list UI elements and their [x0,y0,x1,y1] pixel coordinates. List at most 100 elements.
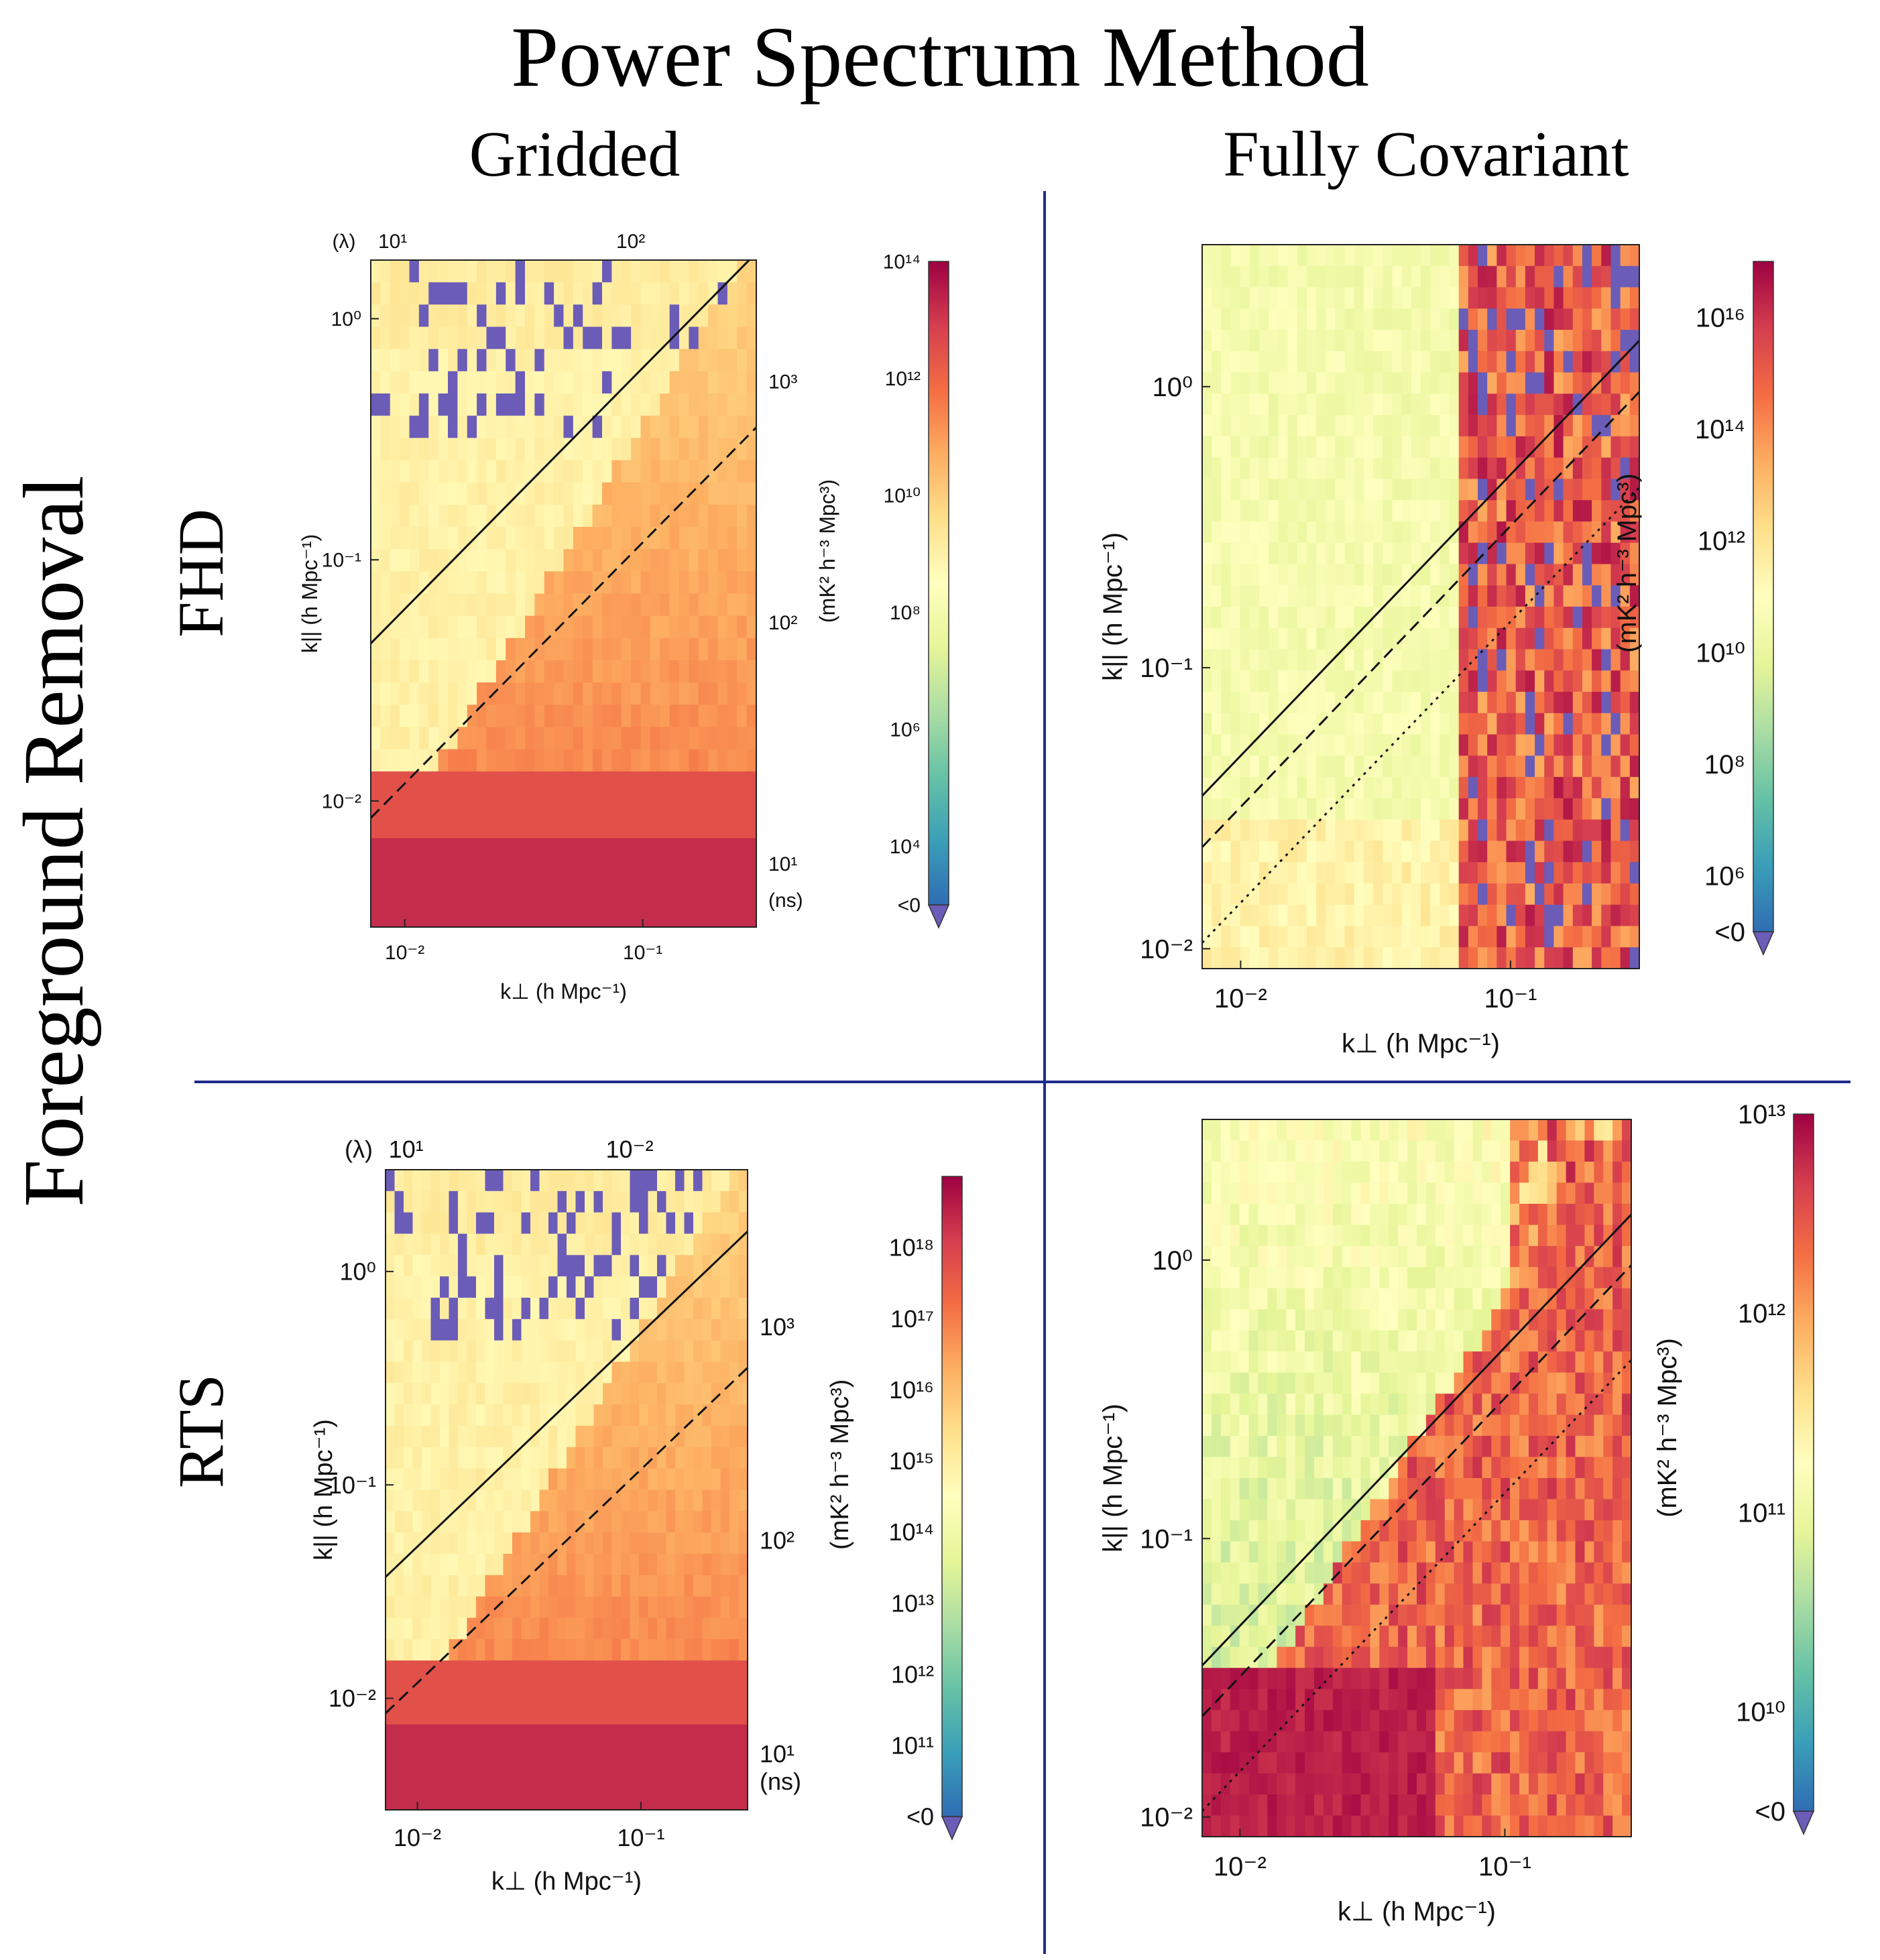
heatmap-cell [592,593,603,617]
heatmap-cell [422,1660,432,1682]
heatmap-cell [1622,1372,1632,1394]
heatmap-cell [1572,819,1583,842]
heatmap-cell [575,1361,585,1384]
heatmap-cell [1556,1457,1567,1479]
negative-cell [495,282,506,305]
heatmap-cell [631,416,642,438]
heatmap-cell [554,482,565,505]
heatmap-cell [371,460,381,483]
heatmap-cell [418,615,429,639]
heatmap-cell [1525,585,1535,607]
heatmap-cell [525,615,535,639]
heatmap-cell [1354,819,1364,842]
heatmap-cell [1458,330,1469,352]
heatmap-cell [567,1190,577,1213]
heatmap-cell [1440,415,1450,437]
heatmap-cell [1249,947,1260,969]
heatmap-cell [557,1596,567,1619]
heatmap-cell [1259,947,1269,969]
heatmap-cell [738,1426,748,1448]
heatmap-cell [534,904,545,928]
heatmap-cell [708,882,719,906]
negative-cell [458,1233,468,1255]
heatmap-cell [684,1682,694,1704]
heatmap-cell [1544,308,1555,330]
heatmap-cell [503,1788,513,1811]
heatmap-cell [693,1361,703,1384]
heatmap-cell [1379,1245,1389,1268]
heatmap-cell [494,1703,504,1725]
heatmap-cell [1468,883,1478,906]
heatmap-cell [1566,1499,1576,1521]
negative-cell [1525,862,1535,884]
heatmap-cell [1332,1330,1343,1352]
heatmap-cell [720,1554,730,1576]
heatmap-cell [657,1767,667,1789]
heatmap-cell [1440,308,1450,330]
heatmap-cell [611,1383,622,1405]
heatmap-cell [390,438,400,461]
heatmap-cell [1259,734,1269,756]
heatmap-cell [1501,1182,1511,1205]
heatmap-cell [1629,841,1640,863]
heatmap-cell [1212,372,1222,394]
heatmap-cell [539,1682,549,1704]
heatmap-cell [418,482,429,505]
heatmap-cell [457,794,468,816]
heatmap-cell [1535,287,1545,309]
heatmap-cell [1472,1351,1482,1373]
heatmap-cell [412,1447,422,1469]
heatmap-cell [1202,862,1212,884]
heatmap-cell [684,1554,694,1576]
heatmap-cell [1537,1414,1548,1436]
heatmap-cell [640,527,651,550]
heatmap-cell [521,1468,531,1491]
heatmap-cell [1342,1457,1352,1479]
heatmap-cell [1594,1140,1604,1162]
heatmap-cell [657,1511,667,1533]
heatmap-cell [611,1447,622,1469]
heatmap-cell [1392,245,1403,267]
heatmap-cell [1594,1267,1604,1289]
heatmap-cell [603,1276,613,1298]
heatmap-cell [746,860,757,883]
heatmap-cell [494,1575,504,1597]
heatmap-cell [1326,564,1336,586]
heatmap-cell [1305,1182,1315,1205]
heatmap-cell [684,1745,694,1768]
heatmap-cell [1468,819,1478,842]
heatmap-cell [648,1426,658,1448]
heatmap-cell [1267,1478,1277,1500]
heatmap-cell [521,1447,531,1469]
heatmap-cell [467,749,477,772]
heatmap-cell [1354,883,1364,906]
heatmap-cell [1240,542,1250,565]
heatmap-cell [1622,1182,1632,1205]
heatmap-cell [708,682,719,705]
negative-cell [539,1298,549,1320]
heatmap-cell [1297,670,1307,692]
heatmap-cell [1379,1478,1389,1500]
heatmap-cell [1297,798,1307,820]
heatmap-cell [1287,755,1298,778]
heatmap-cell [1563,521,1574,544]
heatmap-cell [1592,607,1602,629]
heatmap-cell [418,504,429,528]
heatmap-cell [1610,542,1621,565]
top-axis-label: (λ) [345,1136,373,1163]
heatmap-cell [657,1404,667,1426]
heatmap-cell [1211,1351,1222,1373]
heatmap-cell [1259,777,1269,799]
heatmap-cell [1563,287,1574,309]
heatmap-cell [746,416,757,438]
heatmap-cell [1610,627,1621,650]
heatmap-cell [1425,1499,1436,1521]
heatmap-cell [563,282,574,305]
heatmap-cell [639,1617,649,1640]
heatmap-cell [1487,862,1497,884]
heatmap-cell [1389,1330,1399,1352]
heatmap-cell [430,1404,440,1426]
heatmap-cell [557,1361,567,1384]
heatmap-cell [1221,862,1232,884]
heatmap-cell [729,1404,740,1426]
